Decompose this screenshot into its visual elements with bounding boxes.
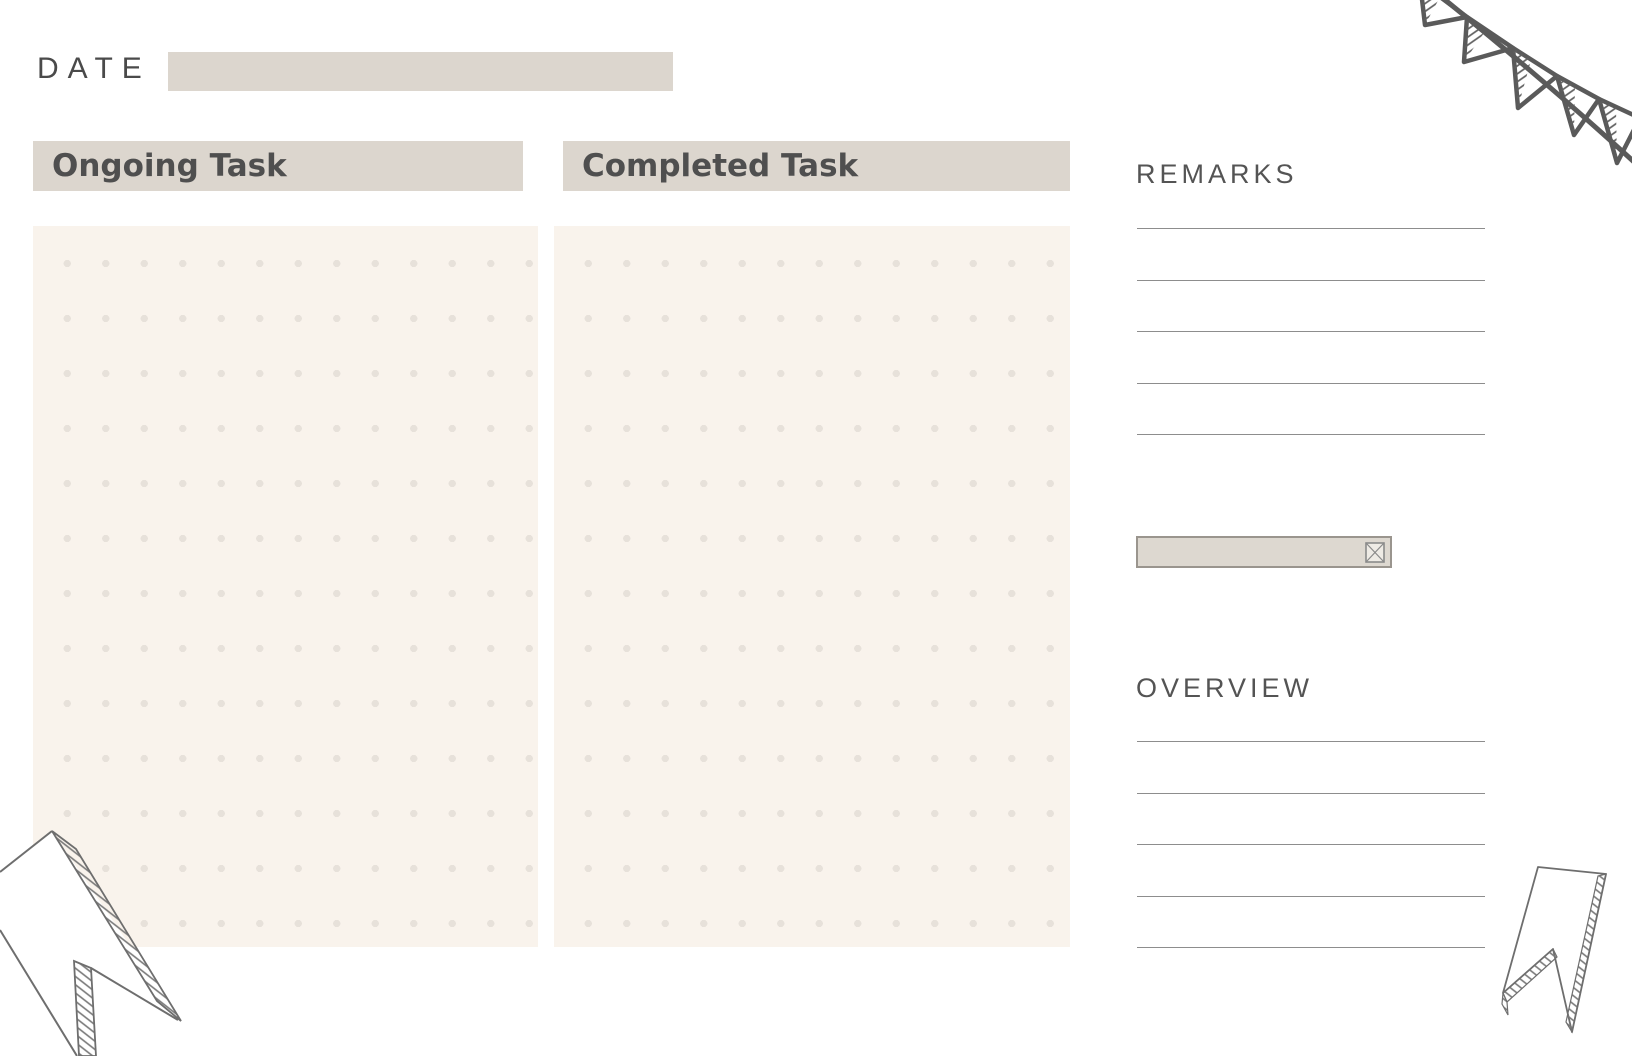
overview-lines: [1137, 741, 1485, 999]
writing-line[interactable]: [1137, 844, 1485, 896]
zigzag-ribbon-icon: [0, 830, 182, 1056]
writing-line[interactable]: [1137, 331, 1485, 383]
overview-heading: OVERVIEW: [1136, 673, 1314, 703]
completed-task-title: Completed Task: [582, 148, 859, 184]
ongoing-task-title: Ongoing Task: [52, 148, 287, 184]
x-box-icon: [1365, 541, 1385, 563]
writing-line[interactable]: [1137, 434, 1485, 486]
remarks-heading: REMARKS: [1136, 159, 1298, 189]
writing-line[interactable]: [1137, 895, 1485, 948]
writing-line[interactable]: [1137, 947, 1485, 999]
date-label: DATE: [37, 52, 151, 85]
attachment-placeholder-box[interactable]: [1136, 536, 1392, 568]
remarks-lines: [1137, 228, 1485, 486]
bunting-banner-icon: [1419, 0, 1632, 166]
bookmark-ribbon-icon: [1501, 866, 1607, 1034]
writing-line[interactable]: [1137, 382, 1485, 435]
writing-line[interactable]: [1137, 792, 1485, 845]
date-input-box[interactable]: [168, 52, 673, 91]
completed-task-header: Completed Task: [563, 141, 1070, 191]
ongoing-task-header: Ongoing Task: [33, 141, 523, 191]
writing-line[interactable]: [1137, 279, 1485, 332]
ongoing-task-area[interactable]: [33, 226, 538, 947]
completed-task-area[interactable]: [554, 226, 1070, 947]
writing-line[interactable]: [1137, 228, 1485, 280]
writing-line[interactable]: [1137, 741, 1485, 793]
